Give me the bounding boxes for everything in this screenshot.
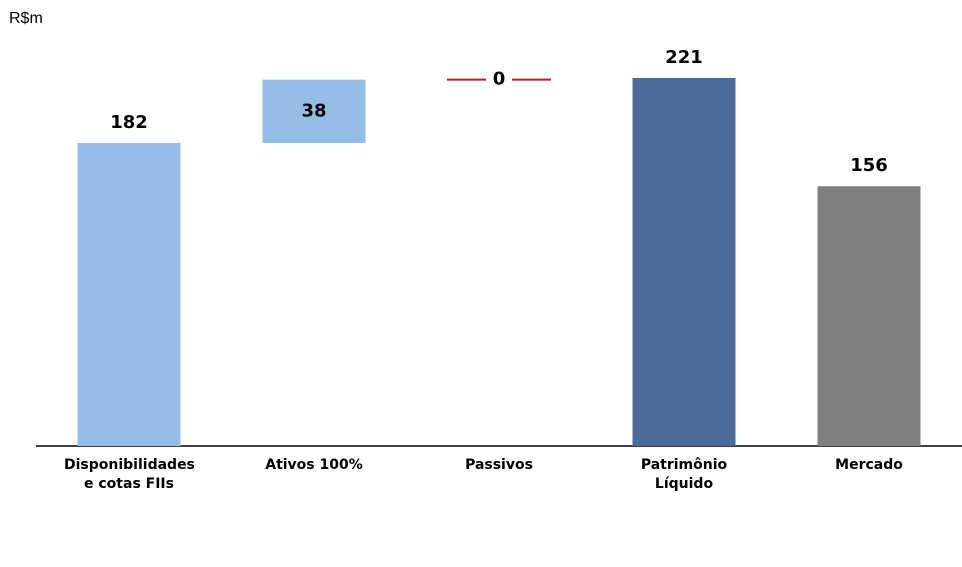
bar	[262, 79, 366, 143]
bar	[817, 186, 921, 446]
x-tick-text: Ativos 100%	[265, 457, 363, 473]
x-tick-label: Ativos 100%	[229, 456, 399, 475]
unit-label: R$m	[9, 10, 43, 27]
value-label: 221	[665, 47, 703, 68]
value-label: 38	[301, 100, 326, 121]
x-tick-text: Patrimônio Líquido	[640, 457, 728, 492]
x-tick-text: Passivos	[465, 457, 533, 473]
value-label: 0	[493, 69, 506, 90]
x-tick-label: Passivos	[414, 456, 584, 475]
x-tick-text: Mercado	[835, 457, 903, 473]
x-tick-label: Disponibilidades e cotas FIIs	[44, 456, 214, 494]
value-label: 182	[110, 112, 148, 133]
x-tick-label: Mercado	[784, 456, 954, 475]
x-tick-text: Disponibilidades e cotas FIIs	[64, 457, 195, 492]
bar	[77, 142, 181, 447]
x-tick-label: Patrimônio Líquido	[599, 456, 769, 494]
value-label: 156	[850, 155, 888, 176]
bar	[632, 78, 736, 446]
